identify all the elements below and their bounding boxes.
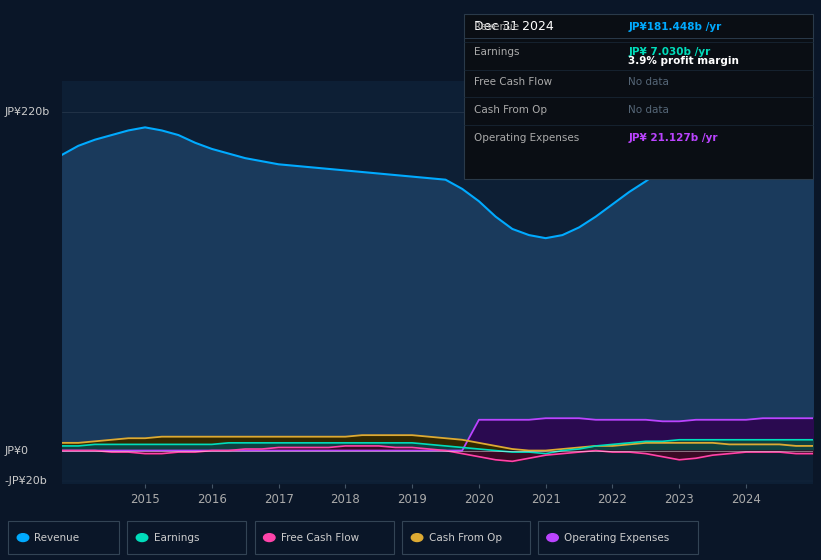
Text: No data: No data (628, 105, 669, 115)
Text: Cash From Op: Cash From Op (429, 533, 502, 543)
Text: Free Cash Flow: Free Cash Flow (281, 533, 359, 543)
Text: Earnings: Earnings (154, 533, 199, 543)
Text: JP¥0: JP¥0 (4, 446, 28, 455)
Text: No data: No data (628, 77, 669, 87)
Text: Operating Expenses: Operating Expenses (564, 533, 669, 543)
Text: JP¥ 21.127b /yr: JP¥ 21.127b /yr (628, 133, 718, 143)
Text: Dec 31 2024: Dec 31 2024 (474, 20, 553, 32)
Text: Free Cash Flow: Free Cash Flow (474, 77, 552, 87)
Text: 3.9% profit margin: 3.9% profit margin (628, 57, 739, 67)
Text: -JP¥20b: -JP¥20b (4, 477, 47, 486)
Text: JP¥220b: JP¥220b (4, 107, 49, 117)
Text: Revenue: Revenue (34, 533, 80, 543)
Text: JP¥ 7.030b /yr: JP¥ 7.030b /yr (628, 47, 710, 57)
Text: JP¥181.448b /yr: JP¥181.448b /yr (628, 22, 722, 32)
Text: Cash From Op: Cash From Op (474, 105, 547, 115)
Text: Earnings: Earnings (474, 47, 519, 57)
Text: Operating Expenses: Operating Expenses (474, 133, 579, 143)
Text: Revenue: Revenue (474, 22, 519, 32)
